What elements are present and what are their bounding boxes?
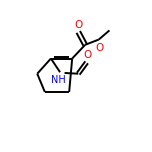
- Text: O: O: [74, 20, 82, 30]
- Text: O: O: [83, 50, 92, 60]
- Text: O: O: [95, 43, 104, 53]
- Text: NH: NH: [51, 75, 66, 85]
